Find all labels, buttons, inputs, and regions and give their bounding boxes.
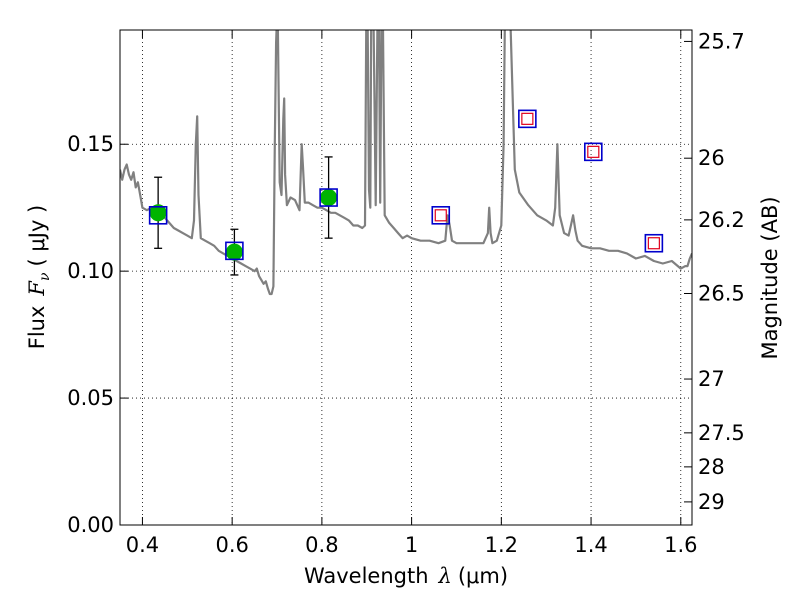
marker-layer	[148, 109, 664, 276]
photometry-point	[320, 189, 338, 207]
predicted-flux-square	[644, 233, 664, 253]
model-flux-square	[148, 206, 168, 225]
y2-tick-label: 28	[698, 455, 725, 479]
x-tick-label: 0.6	[215, 533, 248, 557]
x-tick-label: 1.6	[664, 533, 697, 557]
photometry-point	[225, 243, 243, 261]
y-axis-label: FluxFν( μJy )	[25, 205, 53, 349]
tick-layer: 0.4 0.6 0.8 1 1.2 1.4 1.6 0.00 0.05 0.10 0.15 25.7 2…	[67, 29, 745, 557]
y2-tick-label: 27.5	[698, 421, 745, 445]
plot-background	[120, 30, 692, 525]
y2-tick-label: 25.7	[698, 29, 745, 53]
predicted-flux-square	[584, 142, 603, 162]
y-tick-label: 0.10	[67, 259, 114, 283]
y2-tick-label: 29	[698, 490, 725, 514]
plot-frame	[119, 29, 693, 526]
predicted-flux-square	[431, 206, 451, 225]
y2-tick-label: 26.2	[698, 208, 745, 232]
y2-tick-label: 26.5	[698, 281, 745, 305]
x-tick-label: 1.4	[574, 533, 607, 557]
x-tick-label: 1	[405, 533, 418, 557]
model-flux-square	[225, 241, 244, 261]
y-tick-label: 0.15	[67, 132, 114, 156]
y2-tick-label: 27	[698, 367, 725, 391]
y-tick-label: 0.00	[67, 513, 114, 537]
x-tick-label: 0.4	[126, 533, 159, 557]
predicted-flux-inner-square	[434, 209, 447, 222]
y2-axis-label: Magnitude (AB)	[758, 196, 782, 359]
x-axis-label: Wavelength λ (μm)	[304, 564, 508, 588]
predicted-flux-square	[518, 109, 537, 129]
x-tick-label: 0.8	[305, 533, 338, 557]
predicted-flux-inner-square	[521, 112, 534, 125]
x-tick-label: 1.2	[485, 533, 518, 557]
predicted-flux-inner-square	[647, 237, 660, 250]
y2-tick-label: 26	[698, 146, 725, 170]
y-tick-label: 0.05	[67, 386, 114, 410]
model-flux-square	[319, 188, 338, 207]
spectrum-layer	[120, 30, 692, 296]
spectrum-line	[120, 30, 692, 296]
predicted-flux-inner-square	[587, 145, 600, 158]
